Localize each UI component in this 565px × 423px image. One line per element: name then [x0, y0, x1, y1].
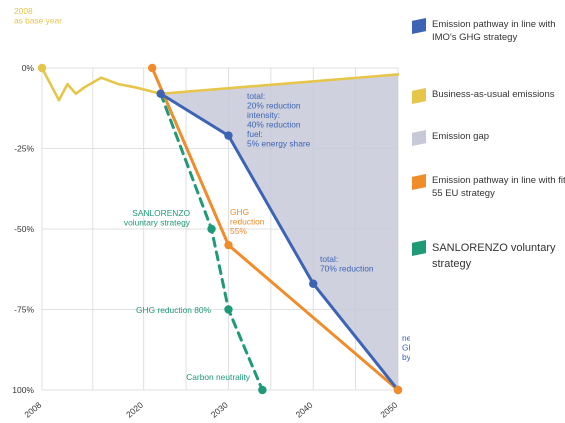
annotation-imo-2030: total: 20% reduction intensity: 40% reducti…: [247, 91, 311, 149]
legend-item-sanlorenzo: SANLORENZO voluntary strategy: [412, 240, 562, 272]
legend-swatch-imo: [412, 18, 426, 34]
y-tick-label: -75%: [14, 305, 34, 315]
annotation-ghg-80: GHG reduction 80%: [136, 305, 211, 315]
legend-item-gap: Emission gap: [412, 130, 565, 146]
annotation-total-70: total: 70% reduction: [320, 254, 374, 274]
annotation-sanlorenzo-label: SANLORENZO voluntary strategy: [124, 208, 191, 228]
imo-point: [309, 279, 318, 288]
legend-item-fit55: Emission pathway in line with fit for 55…: [412, 174, 565, 200]
series-line-bau: [40, 66, 400, 102]
legend-item-imo: Emission pathway in line with IMO's GHG …: [412, 18, 565, 44]
annotation-ghg-55: GHG reduction 55%: [230, 207, 265, 236]
x-tick-label: 2040: [294, 400, 315, 420]
sanlorenzo-point: [258, 385, 267, 395]
legend-label-sanlorenzo: SANLORENZO voluntary strategy: [432, 242, 556, 270]
series-line-imo: [159, 92, 400, 392]
imo-point: [156, 89, 165, 98]
legend-label-imo: Emission pathway in line with IMO's GHG …: [432, 19, 556, 43]
annotation-carbon-neutrality: Carbon neutrality: [186, 372, 251, 382]
y-tick-label: -50%: [14, 224, 34, 234]
annotation-base-year: 2008 as base year: [14, 6, 62, 26]
sanlorenzo-point: [207, 224, 216, 234]
legend-label-fit55: Emission pathway in line with fit for 55…: [432, 175, 565, 199]
legend-item-bau: Business-as-usual emissions: [412, 88, 565, 104]
y-tick-label: 100%: [12, 385, 34, 395]
bau-point: [37, 63, 47, 73]
chart: 0% -25% -50% -75% 100% 2008 2020 2030 2040 2050 20…: [12, 6, 410, 420]
legend-swatch-gap: [412, 130, 426, 146]
imo-point: [224, 131, 233, 140]
y-tick-label: 0%: [22, 63, 35, 73]
emission-gap-area: [160, 74, 398, 390]
x-tick-label: 2020: [124, 400, 145, 420]
x-tick-label: 2008: [22, 400, 43, 420]
annotation-net-zero: net-zeroGHG emissionsby 2050: [402, 333, 410, 362]
x-tick-label: 2050: [378, 400, 399, 420]
fit55-point: [393, 385, 403, 395]
fit55-point: [147, 63, 157, 73]
legend-label-gap: Emission gap: [432, 131, 490, 142]
y-tick-label: -25%: [14, 144, 34, 154]
legend-swatch-fit55: [412, 174, 426, 190]
fit55-point: [224, 240, 233, 250]
series-line-sanlorenzo: [159, 92, 264, 392]
sanlorenzo-point: [224, 305, 233, 314]
legend-swatch-sanlorenzo: [412, 240, 426, 256]
legend-label-bau: Business-as-usual emissions: [432, 89, 555, 100]
x-tick-label: 2030: [209, 400, 230, 420]
legend-swatch-bau: [412, 88, 426, 104]
